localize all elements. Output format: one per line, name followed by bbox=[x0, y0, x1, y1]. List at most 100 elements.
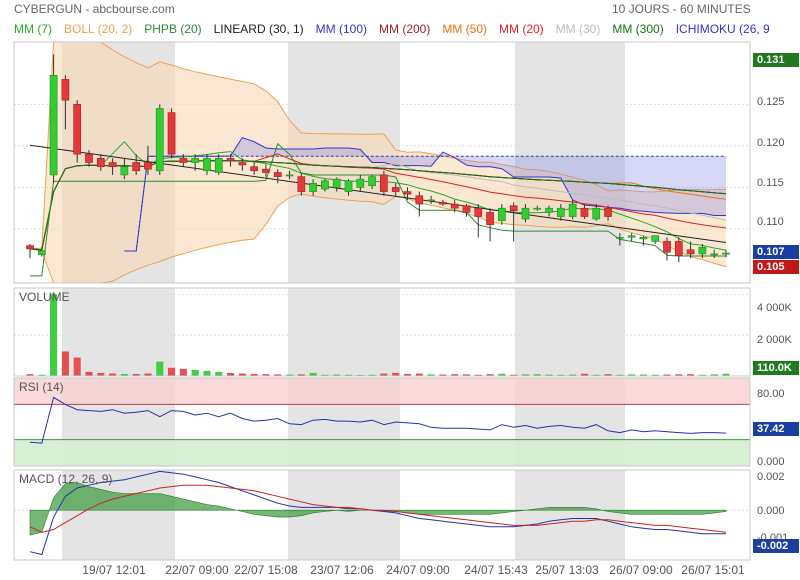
candle-body bbox=[332, 178, 341, 188]
volume-bar bbox=[474, 374, 482, 376]
volume-bar bbox=[604, 374, 612, 376]
candle-body bbox=[380, 174, 388, 192]
rsi-badge: 37.42 bbox=[753, 422, 799, 436]
volume-tick: 4 000K bbox=[757, 302, 792, 314]
volume-bar bbox=[321, 374, 329, 376]
volume-bar bbox=[533, 374, 541, 376]
volume-bar bbox=[262, 374, 270, 376]
candle-body bbox=[321, 180, 329, 190]
candle-body bbox=[297, 176, 306, 192]
candle-body bbox=[285, 174, 294, 177]
candle-body bbox=[238, 162, 247, 166]
candle-body bbox=[144, 162, 152, 170]
volume-bar bbox=[403, 373, 412, 376]
day-band bbox=[515, 470, 625, 560]
candle-body bbox=[273, 172, 282, 177]
ichimoku-span-a bbox=[124, 136, 726, 252]
candle-body bbox=[557, 207, 565, 217]
candle-body bbox=[226, 158, 235, 162]
volume-bar bbox=[356, 374, 364, 376]
legend-mm20[interactable]: MM (20) bbox=[499, 22, 544, 36]
candle-body bbox=[439, 202, 447, 205]
legend-lineard[interactable]: LINEARD (30, 1) bbox=[213, 22, 304, 36]
volume-bar bbox=[710, 374, 718, 376]
volume-bar bbox=[698, 374, 706, 376]
volume-bar bbox=[510, 374, 518, 376]
candle-body bbox=[344, 180, 353, 192]
candle-body bbox=[155, 108, 164, 172]
price-tick: 0.115 bbox=[757, 177, 784, 189]
candle-body bbox=[509, 205, 518, 211]
rsi-line bbox=[29, 396, 727, 444]
candle-body bbox=[214, 158, 223, 173]
volume-bar bbox=[415, 373, 423, 376]
legend-mm7[interactable]: MM (7) bbox=[14, 22, 52, 36]
legend-ichimoku[interactable]: ICHIMOKU (26, 9 bbox=[675, 22, 770, 36]
x-tick-label: 25/07 13:03 bbox=[535, 563, 599, 577]
volume-bar bbox=[651, 374, 659, 376]
day-band bbox=[288, 470, 400, 560]
volume-bar bbox=[50, 294, 58, 376]
price-tick: 0.125 bbox=[757, 96, 785, 108]
candle-body bbox=[167, 112, 176, 155]
legend-mm200[interactable]: MM (200) bbox=[379, 22, 431, 36]
candle-body bbox=[191, 158, 199, 163]
ichimoku-cloud bbox=[124, 137, 726, 251]
candle-body bbox=[403, 191, 412, 195]
candle-body bbox=[132, 162, 141, 172]
candle-body bbox=[498, 207, 506, 221]
candle-body bbox=[568, 203, 577, 217]
x-tick-label: 24/07 15:43 bbox=[464, 563, 528, 577]
volume-bar bbox=[392, 372, 400, 376]
rsi-tick: 0.000 bbox=[757, 456, 785, 468]
candle-body bbox=[108, 162, 117, 167]
volume-panel-label: VOLUME bbox=[19, 290, 70, 304]
candle-body bbox=[627, 235, 636, 238]
volume-badge: 110.0K bbox=[753, 361, 799, 375]
rsi-panel-label: RSI (14) bbox=[19, 380, 64, 394]
bollinger-lower bbox=[29, 193, 727, 284]
volume-bar bbox=[462, 374, 471, 376]
legend-boll[interactable]: BOLL (20, 2) bbox=[64, 22, 133, 36]
volume-bar bbox=[616, 374, 624, 376]
volume-bar bbox=[132, 373, 140, 376]
day-band bbox=[515, 42, 625, 283]
legend-mm30[interactable]: MM (30) bbox=[555, 22, 601, 36]
volume-bar bbox=[580, 373, 588, 376]
volume-bar bbox=[156, 361, 164, 376]
volume-bar bbox=[545, 374, 553, 376]
price-last-badge: 0.107 bbox=[753, 245, 799, 259]
panel-frame bbox=[13, 377, 751, 467]
volume-bar bbox=[427, 374, 435, 376]
x-tick-label: 26/07 15:01 bbox=[681, 563, 745, 577]
volume-bar bbox=[675, 374, 683, 376]
macd-tick: 0.002 bbox=[757, 471, 785, 483]
candle-body bbox=[545, 207, 553, 213]
volume-bar bbox=[663, 374, 671, 376]
macd-signal-line bbox=[29, 484, 727, 533]
legend-mm300[interactable]: MM (300) bbox=[612, 22, 664, 36]
candle-body bbox=[604, 207, 612, 217]
x-tick-label: 19/07 12:01 bbox=[82, 563, 146, 577]
volume-bar bbox=[439, 374, 447, 376]
lineard-line bbox=[29, 144, 727, 243]
volume-bar bbox=[309, 372, 317, 376]
candle-body bbox=[450, 203, 459, 209]
candle-body bbox=[37, 250, 46, 256]
panel-frame bbox=[13, 41, 751, 284]
candle-body bbox=[639, 236, 648, 240]
candle-body bbox=[474, 207, 483, 217]
candle-body bbox=[686, 249, 695, 255]
legend-phpb[interactable]: PHPB (20) bbox=[144, 22, 202, 36]
volume-bar bbox=[250, 373, 258, 376]
volume-bar bbox=[451, 374, 459, 376]
phpb-line bbox=[30, 142, 726, 277]
volume-bar bbox=[557, 374, 565, 376]
legend-mm50[interactable]: MM (50) bbox=[442, 22, 488, 36]
volume-bar bbox=[26, 374, 34, 376]
legend-mm100[interactable]: MM (100) bbox=[315, 22, 367, 36]
candle-body bbox=[96, 158, 105, 167]
volume-bar bbox=[569, 374, 577, 376]
bollinger-upper bbox=[29, 41, 727, 250]
candle-body bbox=[391, 187, 400, 192]
